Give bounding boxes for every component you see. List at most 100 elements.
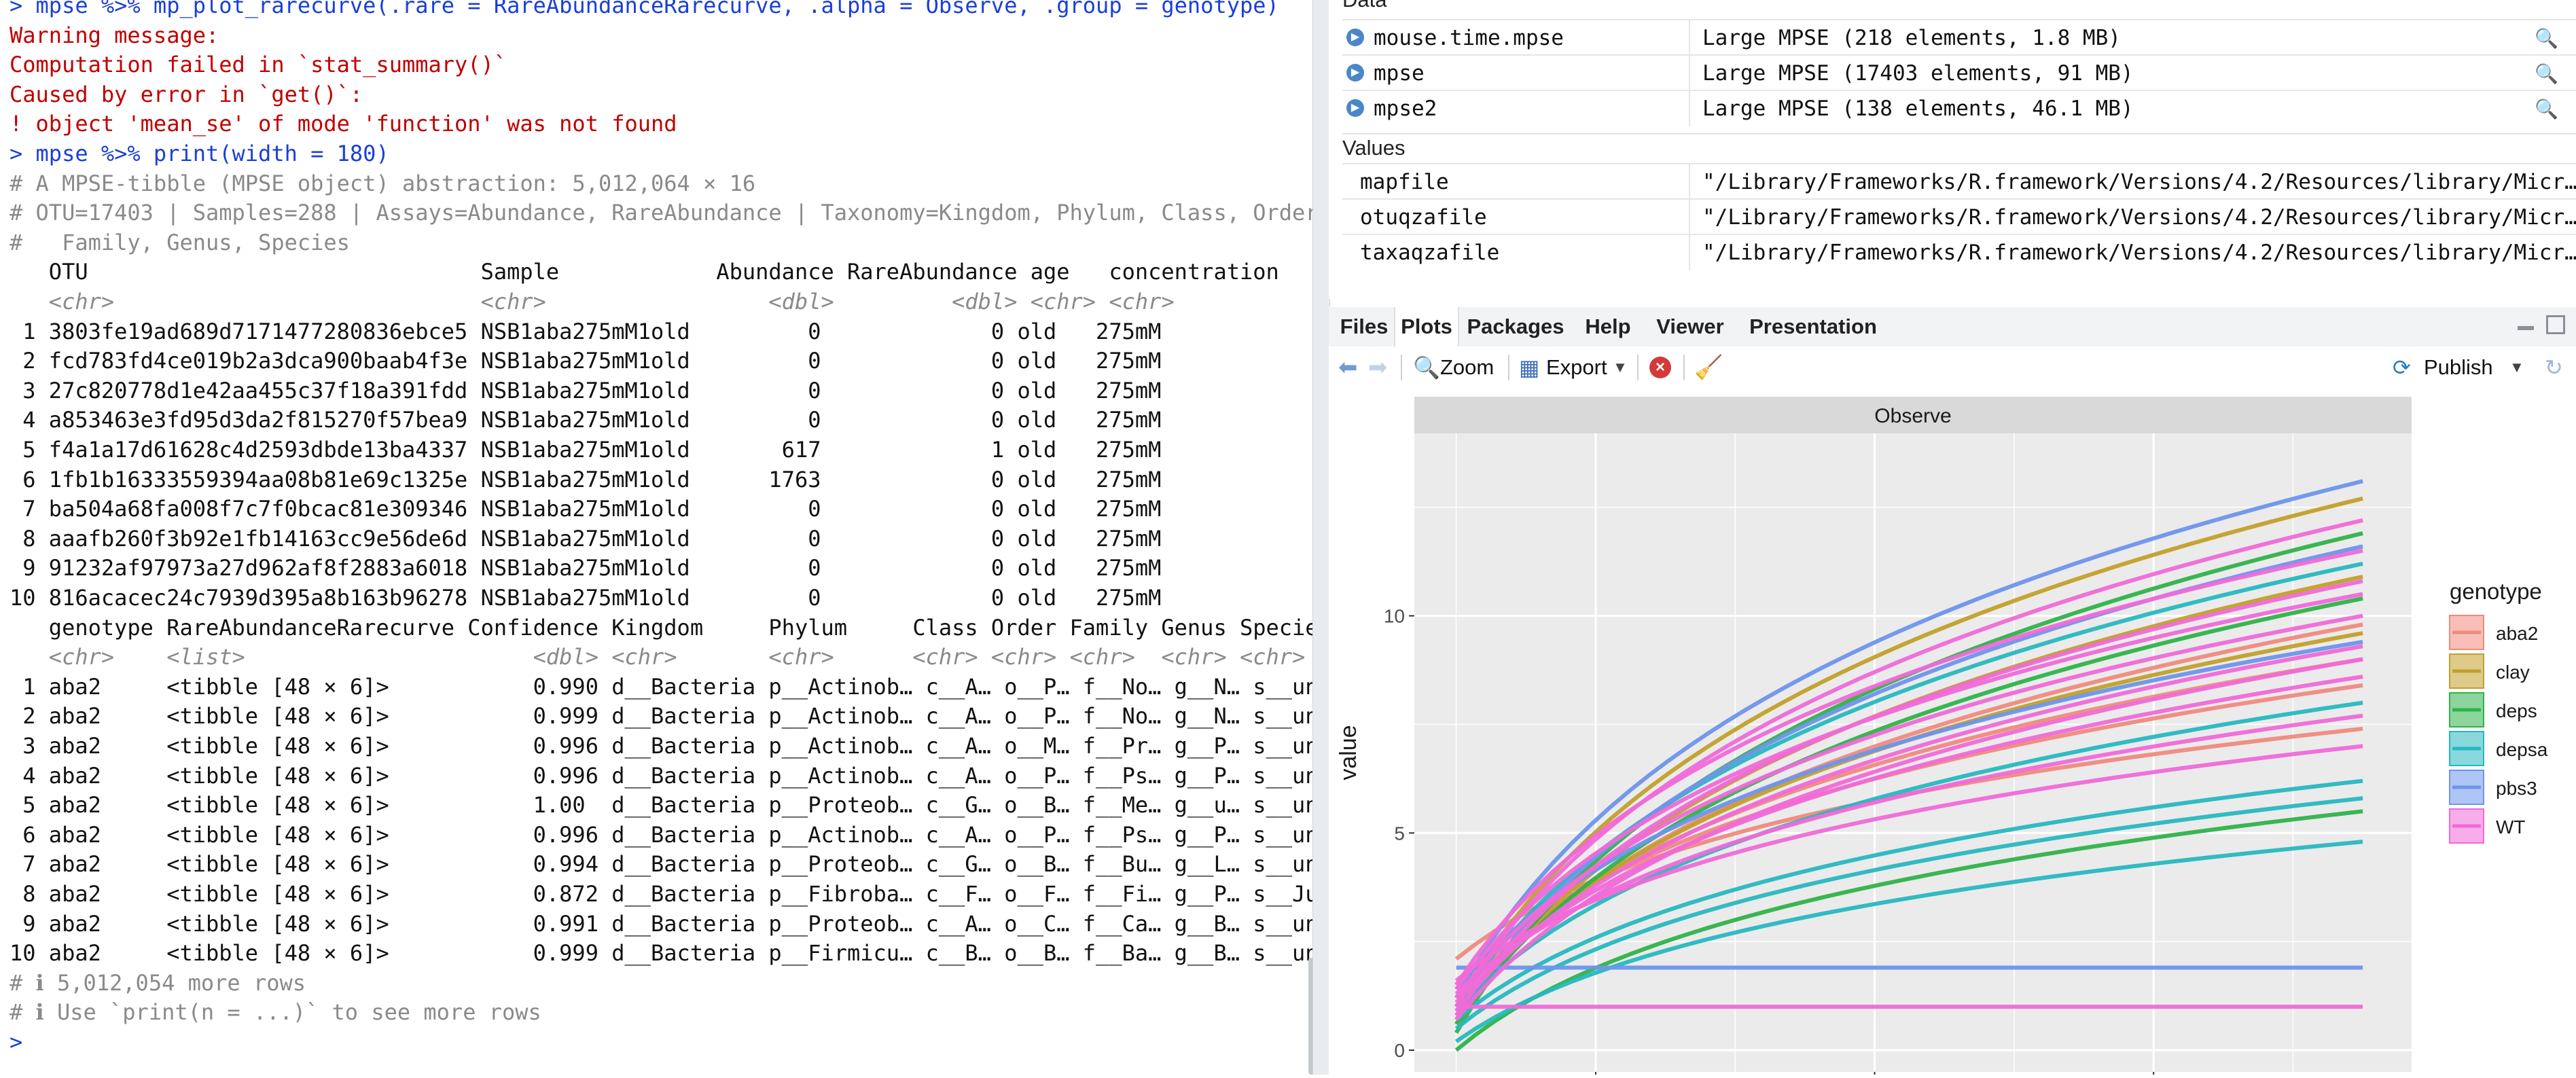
env-data-row[interactable]: ▶ mpse Large MPSE (17403 elements, 91 MB) 🔍 bbox=[1342, 54, 2576, 91]
forward-arrow-icon[interactable]: ➡ bbox=[1368, 355, 1388, 380]
console-line: Caused by error in `get()`: bbox=[10, 81, 363, 107]
zoom-icon[interactable]: 🔍 bbox=[1413, 355, 1440, 380]
env-row-value: Large MPSE (138 elements, 46.1 MB) bbox=[1702, 96, 2134, 121]
pane-splitter[interactable] bbox=[1312, 0, 1330, 1075]
console-line: 9 aba2 <tibble [48 × 6]> 0.991 d__Bacter… bbox=[10, 910, 1312, 937]
console-line: 3 27c820778d1e42aa455c37f18a391fdd NSB1a… bbox=[10, 377, 1162, 403]
console-line: 3 aba2 <tibble [48 × 6]> 0.996 d__Bacter… bbox=[10, 733, 1312, 759]
env-row-name: mapfile bbox=[1360, 170, 1449, 194]
series-line-deps bbox=[1454, 596, 2363, 1026]
export-icon[interactable]: ▦ bbox=[1519, 355, 1540, 380]
series-line-WT bbox=[1454, 644, 2363, 1013]
plots-pane: Files Plots Packages Help Viewer Present… bbox=[1329, 307, 2576, 1077]
series-line-depsa bbox=[1454, 778, 2363, 1022]
broom-icon[interactable]: 🧹 bbox=[1694, 355, 1723, 380]
env-row-name: otuqzafile bbox=[1360, 205, 1487, 230]
env-data-row[interactable]: ▶ mpse2 Large MPSE (138 elements, 46.1 MB)… bbox=[1342, 90, 2576, 126]
console-line: > mpse %>% print(width = 180) bbox=[10, 141, 389, 166]
plots-toolbar: ⬅ ➡ 🔍 Zoom ▦ Export ▼ × 🧹 ⟳ Publish ▼ ↻ bbox=[1329, 346, 2576, 390]
console-pane[interactable]: > mpse %>% mp_plot_rarecurve(.rare = Rar… bbox=[0, 0, 1312, 1075]
maximize-pane-icon[interactable] bbox=[2546, 315, 2565, 334]
legend-title: genotype bbox=[2450, 579, 2542, 604]
series-line-WT bbox=[1454, 657, 2363, 1022]
chevron-down-icon[interactable]: ▼ bbox=[1613, 359, 1628, 376]
series-line-WT bbox=[1454, 713, 2363, 996]
view-data-icon[interactable]: 🔍 bbox=[2535, 28, 2558, 49]
console-line: # ℹ Use `print(n = ...)` to see more row… bbox=[10, 999, 541, 1026]
console-scrollbar[interactable] bbox=[1308, 958, 1314, 1075]
expand-arrow-icon[interactable]: ▶ bbox=[1346, 64, 1364, 82]
back-arrow-icon[interactable]: ⬅ bbox=[1338, 355, 1358, 380]
env-row-value: "/Library/Frameworks/R.framework/Version… bbox=[1702, 170, 2576, 194]
console-line: 2 aba2 <tibble [48 × 6]> 0.999 d__Bacter… bbox=[10, 703, 1312, 730]
series-line-depsa bbox=[1454, 796, 2363, 1030]
series-line-WT bbox=[1454, 518, 2363, 1008]
console-line: <chr> <chr> <dbl> <dbl> <chr> <chr> bbox=[10, 289, 1175, 315]
console-line: ! object 'mean_se' of mode 'function' wa… bbox=[10, 111, 677, 137]
publish-chevron-icon[interactable]: ▼ bbox=[2509, 359, 2524, 376]
minimize-pane-icon[interactable] bbox=[2518, 326, 2534, 330]
publish-button[interactable]: Publish bbox=[2424, 355, 2493, 379]
console-line: 6 1fb1b16333559394aa08b81e69c1325e NSB1a… bbox=[10, 466, 1162, 492]
env-row-name: mpse2 bbox=[1374, 96, 1437, 121]
console-line: 1 3803fe19ad689d7171477280836ebce5 NSB1a… bbox=[10, 318, 1162, 344]
export-button[interactable]: Export bbox=[1546, 355, 1607, 379]
env-value-row[interactable]: taxaqzafile "/Library/Frameworks/R.framew… bbox=[1342, 234, 2576, 270]
series-line-WT bbox=[1454, 548, 2363, 986]
y-tick-label: 5 bbox=[1394, 823, 1405, 844]
console-line: # Family, Genus, Species bbox=[10, 229, 350, 255]
expand-arrow-icon[interactable]: ▶ bbox=[1346, 99, 1364, 117]
series-line-WT bbox=[1454, 675, 2363, 1004]
plot-area: Observe48120510readsNumsvaluegenotypeaba… bbox=[1329, 389, 2576, 1077]
series-line-clay bbox=[1454, 496, 2363, 1008]
legend-label: aba2 bbox=[2496, 623, 2538, 644]
console-line: # ℹ 5,012,054 more rows bbox=[10, 969, 306, 996]
console-line: > mpse %>% mp_plot_rarecurve(.rare = Rar… bbox=[10, 0, 1279, 18]
env-value-row[interactable]: mapfile "/Library/Frameworks/R.framework/… bbox=[1342, 163, 2576, 200]
console-line: 5 aba2 <tibble [48 × 6]> 1.00 d__Bacteri… bbox=[10, 792, 1312, 819]
view-data-icon[interactable]: 🔍 bbox=[2535, 63, 2558, 84]
console-line: 9 91232af97973a27d962af8f2883a6018 NSB1a… bbox=[10, 555, 1162, 581]
tab-files[interactable]: Files bbox=[1340, 315, 1389, 338]
env-data-row[interactable]: ▶ mouse.time.mpse Large MPSE (218 elements… bbox=[1342, 19, 2576, 56]
env-value-row[interactable]: otuqzafile "/Library/Frameworks/R.framewo… bbox=[1342, 198, 2576, 235]
series-line-deps bbox=[1454, 809, 2363, 1052]
env-row-value: Large MPSE (17403 elements, 91 MB) bbox=[1702, 61, 2134, 86]
publish-icon[interactable]: ⟳ bbox=[2393, 355, 2411, 380]
remove-plot-icon[interactable]: × bbox=[1649, 357, 1671, 378]
console-line: Computation failed in `stat_summary()` bbox=[10, 52, 507, 78]
console-line: # A MPSE-tibble (MPSE object) abstractio… bbox=[10, 170, 756, 196]
console-line: 8 aba2 <tibble [48 × 6]> 0.872 d__Bacter… bbox=[10, 881, 1312, 907]
console-line: 7 aba2 <tibble [48 × 6]> 0.994 d__Bacter… bbox=[10, 851, 1312, 878]
tab-presentation[interactable]: Presentation bbox=[1749, 315, 1877, 338]
series-line-pbs3 bbox=[1454, 639, 2363, 991]
console-line: OTU Sample Abundance RareAbundance age c… bbox=[10, 259, 1279, 285]
env-row-value: Large MPSE (218 elements, 1.8 MB) bbox=[1702, 26, 2121, 50]
expand-arrow-icon[interactable]: ▶ bbox=[1346, 29, 1364, 46]
tab-viewer[interactable]: Viewer bbox=[1656, 315, 1724, 338]
console-line: > bbox=[10, 1029, 23, 1055]
console-line: Warning message: bbox=[10, 22, 219, 48]
pane-tabs: Files Plots Packages Help Viewer Present… bbox=[1329, 307, 2576, 348]
view-data-icon[interactable]: 🔍 bbox=[2535, 98, 2558, 120]
legend-label: depsa bbox=[2496, 739, 2548, 760]
console-line: 6 aba2 <tibble [48 × 6]> 0.996 d__Bacter… bbox=[10, 821, 1312, 848]
zoom-button[interactable]: Zoom bbox=[1440, 355, 1495, 379]
legend-label: deps bbox=[2496, 700, 2537, 721]
facet-strip bbox=[1414, 397, 2412, 433]
tab-packages[interactable]: Packages bbox=[1467, 315, 1564, 338]
console-line: 10 816acacec24c7939d395a8b163b96278 NSB1… bbox=[10, 585, 1162, 611]
tab-help[interactable]: Help bbox=[1585, 315, 1631, 338]
refresh-icon[interactable]: ↻ bbox=[2545, 355, 2563, 380]
tab-plots[interactable]: Plots bbox=[1394, 307, 1459, 348]
env-row-value: "/Library/Frameworks/R.framework/Version… bbox=[1702, 240, 2576, 265]
console-line: 10 aba2 <tibble [48 × 6]> 0.999 d__Bacte… bbox=[10, 940, 1312, 967]
series-line-pbs3 bbox=[1454, 479, 2363, 999]
console-line: 7 ba504a68fa008f7c7f0bcac81e309346 NSB1a… bbox=[10, 496, 1162, 522]
env-row-name: mouse.time.mpse bbox=[1374, 26, 1564, 50]
series-line-depsa bbox=[1454, 700, 2363, 1013]
console-line: <chr> <list> <dbl> <chr> <chr> <chr> <ch… bbox=[10, 644, 1306, 670]
legend-label: clay bbox=[2496, 662, 2530, 683]
y-axis-label: value bbox=[1336, 725, 1361, 780]
console-line: 2 fcd783fd4ce019b2a3dca900baab4f3e NSB1a… bbox=[10, 348, 1162, 374]
